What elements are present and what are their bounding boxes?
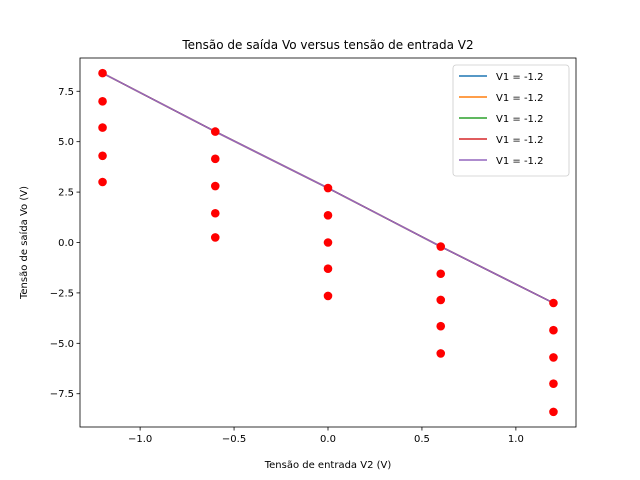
- legend-label-5: V1 = -1.2: [496, 156, 543, 167]
- scatter-point-2: [98, 97, 107, 106]
- legend-label-3: V1 = -1.2: [496, 114, 543, 125]
- scatter-point-17: [436, 269, 446, 279]
- y-tick-label: 5.0: [58, 137, 74, 148]
- legend-label-4: V1 = -1.2: [496, 135, 543, 146]
- x-axis-label: Tensão de entrada V2 (V): [264, 460, 392, 471]
- scatter-point-16: [436, 242, 446, 251]
- scatter-point-4: [98, 151, 107, 161]
- y-axis: −7.5 −5.0 −2.5 0.0 2.5 5.0 7.5: [50, 87, 80, 400]
- scatter-point-19: [436, 321, 446, 331]
- x-tick-label: 0.5: [414, 434, 430, 445]
- x-tick-label: −0.5: [222, 434, 246, 445]
- scatter-point-1: [98, 68, 107, 78]
- y-tick-label: −7.5: [50, 389, 74, 400]
- scatter-point-15: [323, 291, 333, 301]
- scatter-point-8: [210, 181, 220, 191]
- scatter-point-23: [549, 353, 558, 362]
- y-tick-label: −5.0: [50, 339, 74, 350]
- legend-box: [452, 64, 570, 177]
- y-tick-label: −2.5: [50, 288, 74, 299]
- legend: V1 = -1.2 V1 = -1.2 V1 = -1.2 V1 = -1.2 V1 =…: [452, 64, 570, 177]
- y-tick-label: 7.5: [58, 87, 74, 98]
- axes-frame: [79, 57, 577, 428]
- x-axis: −1.0 −0.5 0.0 0.5 1.0: [128, 427, 524, 445]
- scatter-point-5: [98, 177, 107, 187]
- scatter-point-18: [436, 295, 446, 305]
- scatter-point-13: [323, 238, 333, 247]
- legend-label-2: V1 = -1.2: [496, 93, 543, 104]
- legend-label-1: V1 = -1.2: [496, 72, 543, 83]
- x-tick-label: −1.0: [128, 434, 152, 445]
- y-tick-label: 0.0: [58, 238, 74, 249]
- x-tick-label: 0.0: [320, 434, 336, 445]
- scatter-point-11: [323, 183, 333, 193]
- scatter-point-14: [323, 264, 333, 274]
- scatter-point-12: [323, 210, 333, 220]
- y-axis-label: Tensão de saída Vo (V): [18, 186, 30, 300]
- scatter-point-6: [210, 127, 220, 136]
- scatter-point-20: [436, 349, 446, 358]
- scatter-point-21: [549, 298, 558, 308]
- scatter-point-3: [98, 123, 107, 132]
- scatter-point-22: [549, 325, 558, 335]
- y-tick-label: 2.5: [58, 188, 74, 199]
- scatter-point-10: [210, 233, 220, 242]
- scatter-point-7: [210, 154, 220, 164]
- x-tick-label: 1.0: [508, 434, 524, 445]
- scatter-point-25: [549, 407, 558, 417]
- plot-area: [98, 68, 558, 417]
- scatter-point-9: [210, 208, 220, 218]
- scatter-point-24: [549, 379, 558, 388]
- chart-title: Tensão de saída Vo versus tensão de entr…: [181, 38, 473, 52]
